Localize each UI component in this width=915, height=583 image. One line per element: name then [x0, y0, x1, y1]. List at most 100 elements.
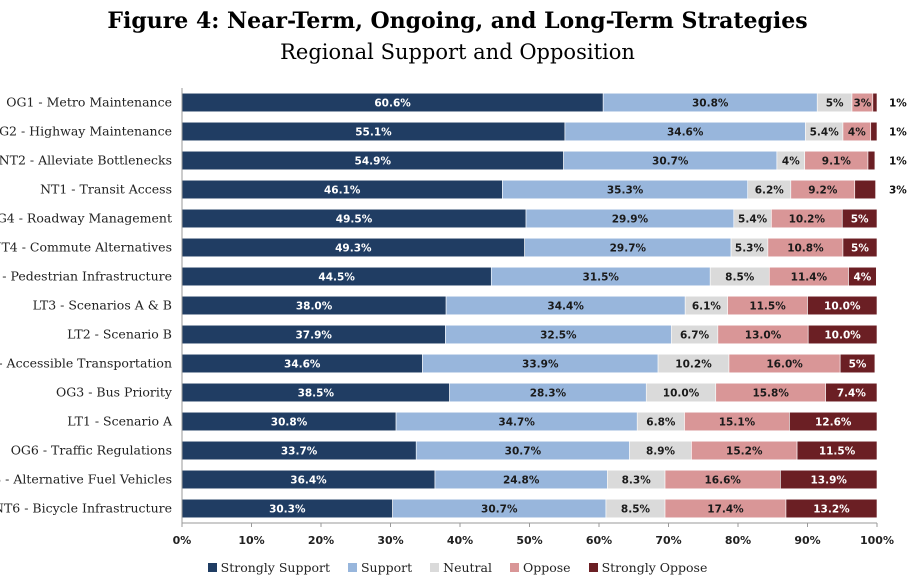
data-label: 15.1% — [719, 417, 756, 429]
category-label: NT2 - Alleviate Bottlenecks — [0, 153, 172, 168]
data-label: 16.0% — [766, 359, 803, 371]
data-label: 46.1% — [324, 185, 361, 197]
data-label: 49.3% — [335, 243, 372, 255]
legend-item: Strongly Support — [207, 560, 330, 575]
data-label: 9.2% — [808, 185, 838, 197]
legend-label: Support — [360, 560, 413, 575]
chart-subtitle: Regional Support and Opposition — [280, 40, 635, 64]
data-label: 3% — [889, 185, 907, 197]
data-label: 32.5% — [540, 330, 577, 342]
legend-label: Strongly Oppose — [601, 560, 708, 575]
category-label: NT1 - Transit Access — [40, 182, 172, 197]
bar-segment — [870, 121, 878, 142]
data-label: 54.9% — [355, 156, 392, 168]
data-label: 10.0% — [663, 388, 700, 400]
category-label: OG1 - Metro Maintenance — [6, 95, 172, 110]
data-label: 1% — [889, 127, 907, 139]
category-label: LT2 - Scenario B — [67, 327, 172, 342]
data-label: 4% — [848, 127, 866, 139]
category-label: NT4 - Commute Alternatives — [0, 240, 172, 255]
data-label: 8.5% — [621, 504, 651, 516]
data-label: 13.9% — [810, 475, 847, 487]
data-label: 8.3% — [622, 475, 652, 487]
data-label: 10.0% — [824, 330, 861, 342]
data-label: 15.8% — [752, 388, 789, 400]
category-label: NT3 - Alternative Fuel Vehicles — [0, 472, 172, 487]
x-tick-label: 70% — [655, 534, 681, 547]
data-label: 38.0% — [296, 301, 333, 313]
data-label: 5% — [849, 359, 867, 371]
data-label: 55.1% — [355, 127, 392, 139]
bar-segment — [872, 92, 878, 113]
legend-item: Support — [347, 560, 413, 575]
data-label: 10.2% — [789, 214, 826, 226]
data-label: 9.1% — [822, 156, 852, 168]
category-label: LT1 - Scenario A — [67, 414, 173, 429]
data-label: 34.7% — [498, 417, 535, 429]
legend-item: Neutral — [430, 560, 492, 575]
data-label: 33.7% — [281, 446, 318, 458]
data-label: 17.4% — [707, 504, 744, 516]
data-label: 11.5% — [819, 446, 856, 458]
category-label: OG2 - Highway Maintenance — [0, 124, 172, 139]
data-label: 6.2% — [755, 185, 785, 197]
bar-segment — [854, 179, 876, 200]
category-label: OG6 - Traffic Regulations — [11, 443, 172, 458]
data-label: 34.4% — [547, 301, 584, 313]
data-label: 35.3% — [607, 185, 644, 197]
x-tick-label: 40% — [447, 534, 473, 547]
bar-segment — [780, 469, 878, 490]
data-label: 30.7% — [505, 446, 542, 458]
data-label: 4% — [782, 156, 800, 168]
bar-segment — [867, 150, 876, 171]
data-label: 30.7% — [481, 504, 518, 516]
data-label: 4% — [853, 272, 871, 284]
data-label: 8.5% — [725, 272, 755, 284]
category-label: OG4 - Roadway Management — [0, 211, 172, 226]
x-tick-label: 60% — [586, 534, 612, 547]
data-label: 30.8% — [271, 417, 308, 429]
x-tick-label: 100% — [860, 534, 894, 547]
data-label: 36.4% — [290, 475, 327, 487]
data-label: 10.0% — [824, 301, 861, 313]
data-label: 7.4% — [837, 388, 867, 400]
data-label: 30.7% — [652, 156, 689, 168]
bar-segment — [841, 208, 878, 229]
data-label: 11.4% — [791, 272, 828, 284]
data-label: 28.3% — [530, 388, 567, 400]
x-tick-label: 50% — [516, 534, 542, 547]
data-label: 5% — [851, 243, 869, 255]
x-tick-label: 0% — [173, 534, 192, 547]
data-label: 29.7% — [610, 243, 647, 255]
data-label: 34.6% — [284, 359, 321, 371]
data-label: 13.0% — [745, 330, 782, 342]
data-label: 49.5% — [336, 214, 373, 226]
x-tick-label: 80% — [725, 534, 751, 547]
bar-segment — [807, 324, 878, 345]
legend-swatch — [509, 563, 519, 572]
legend-swatch — [347, 563, 357, 572]
data-label: 31.5% — [583, 272, 620, 284]
data-label: 15.2% — [726, 446, 763, 458]
data-label: 5.4% — [738, 214, 768, 226]
data-label: 11.5% — [749, 301, 786, 313]
category-label: OG5 - Accessible Transportation — [0, 356, 172, 371]
data-label: 37.9% — [295, 330, 332, 342]
x-tick-label: 90% — [794, 534, 820, 547]
bar-segment — [839, 353, 876, 374]
data-label: 6.7% — [680, 330, 710, 342]
data-label: 5.3% — [735, 243, 765, 255]
legend-label: Strongly Support — [220, 560, 330, 575]
data-label: 6.8% — [646, 417, 676, 429]
data-label: 10.8% — [787, 243, 824, 255]
bar-segment — [789, 411, 878, 432]
x-tick-label: 10% — [238, 534, 264, 547]
legend-item: Strongly Oppose — [588, 560, 708, 575]
data-label: 10.2% — [675, 359, 712, 371]
data-label: 12.6% — [815, 417, 852, 429]
data-label: 1% — [889, 156, 907, 168]
data-label: 29.9% — [612, 214, 649, 226]
data-label: 33.9% — [522, 359, 559, 371]
legend-swatch — [430, 563, 440, 572]
chart-legend: Strongly Support Support Neutral Oppose Stro… — [0, 560, 915, 575]
